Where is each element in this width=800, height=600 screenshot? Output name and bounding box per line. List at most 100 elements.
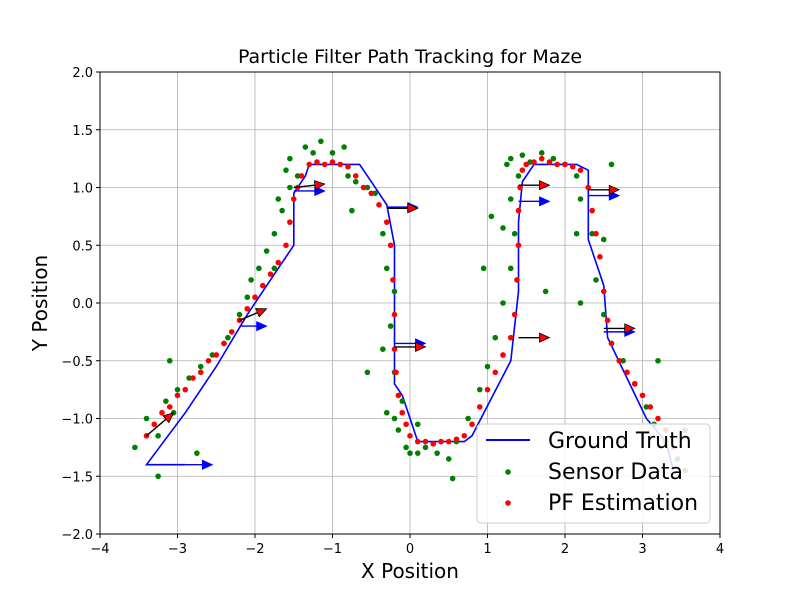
y-axis: −2.0 −1.5 −1.0 −0.5 0.0 0.5 1.0 1.5 2.0 xyxy=(61,66,100,543)
sensor-data-point xyxy=(434,450,440,456)
sensor-data-point xyxy=(476,386,483,393)
sensor-data-point xyxy=(550,155,557,162)
pf-estimation-point xyxy=(244,305,251,312)
chart-title: Particle Filter Path Tracking for Maze xyxy=(238,46,582,68)
pf-estimation-heading-arrow-head xyxy=(162,412,175,424)
pf-estimation-point xyxy=(484,386,491,393)
pf-estimation-point xyxy=(314,159,320,165)
pf-estimation-heading-arrow xyxy=(386,203,419,214)
sensor-data-point xyxy=(422,444,429,451)
pf-estimation-point xyxy=(604,317,611,324)
pf-estimation-point xyxy=(514,277,520,283)
pf-estimation-point xyxy=(360,184,367,191)
sensor-data-point xyxy=(655,357,661,364)
sensor-data-point xyxy=(294,173,301,179)
pf-estimation-point xyxy=(403,421,409,428)
pf-estimation-heading-arrow-head xyxy=(539,332,551,343)
pf-estimation-point xyxy=(593,230,599,237)
pf-estimation-point xyxy=(597,253,603,260)
sensor-data-point xyxy=(577,300,584,306)
pf-estimation-point xyxy=(569,163,576,170)
sensor-data-point xyxy=(395,427,402,433)
sensor-data-point xyxy=(573,230,580,237)
pf-estimation-heading-arrow-shaft xyxy=(293,184,315,189)
legend-box xyxy=(476,423,711,524)
pf-estimation-point xyxy=(352,173,359,179)
sensor-data-point xyxy=(507,196,514,202)
pf-estimation-heading-arrow xyxy=(239,308,268,321)
sensor-data-point xyxy=(391,288,398,295)
sensor-data-point xyxy=(275,196,282,202)
sensor-data-point xyxy=(352,178,359,185)
pf-estimation-point xyxy=(287,219,293,225)
sensor-data-point xyxy=(287,184,293,191)
sensor-data-point xyxy=(271,230,278,237)
pf-estimation-point xyxy=(461,433,468,439)
pf-estimation-point xyxy=(655,415,661,422)
sensor-data-point xyxy=(573,173,580,179)
pf-estimation-point xyxy=(213,352,220,358)
pf-estimation-point xyxy=(500,352,506,358)
sensor-data-point xyxy=(600,236,607,243)
sensor-data-point xyxy=(174,386,181,393)
sensor-data-point xyxy=(364,184,371,191)
sensor-data-point xyxy=(372,190,378,197)
sensor-data-point xyxy=(244,294,251,301)
sensor-data-point xyxy=(279,207,285,214)
sensor-data-point xyxy=(163,398,169,404)
x-axis-label: X Position xyxy=(361,559,459,583)
pf-estimation-point xyxy=(329,159,336,165)
sensor-data-point xyxy=(194,450,200,456)
sensor-data-point xyxy=(538,150,545,156)
pf-estimation-point xyxy=(399,409,406,416)
pf-estimation-point xyxy=(166,404,173,410)
sensor-data-point xyxy=(287,155,293,162)
y-tick-label: −0.5 xyxy=(61,355,93,370)
pf-estimation-heading-arrow xyxy=(603,323,636,334)
pf-estimation-point xyxy=(624,369,630,376)
pf-estimation-heading-arrow-head xyxy=(624,323,636,334)
pf-estimation-point xyxy=(531,159,537,165)
ground-truth-heading-arrow-head xyxy=(256,320,268,332)
pf-estimation-point xyxy=(554,161,561,168)
pf-estimation-heading-arrow-head xyxy=(539,180,551,191)
pf-estimation-heading-arrow-shaft xyxy=(239,312,258,321)
pf-estimation-point xyxy=(538,155,545,162)
sensor-data-point xyxy=(608,161,615,168)
legend: Ground Truth Sensor Data PF Estimation xyxy=(476,423,711,524)
pf-estimation-point xyxy=(639,392,646,399)
pf-estimation-point xyxy=(546,159,553,165)
pf-estimation-heading-arrow xyxy=(146,412,175,437)
pf-estimation-heading-arrow xyxy=(588,184,621,195)
ground-truth-heading-arrow-head xyxy=(201,459,214,470)
sensor-data-point xyxy=(480,265,487,272)
pf-estimation-heading-arrow-shaft xyxy=(146,418,167,437)
pf-estimation-point xyxy=(515,242,522,249)
pf-estimation-heading-arrow-head xyxy=(255,308,268,318)
sensor-data-point xyxy=(209,352,216,358)
pf-estimation-point xyxy=(511,311,518,318)
sensor-data-point xyxy=(197,363,204,370)
sensor-data-point xyxy=(225,334,231,341)
pf-estimation-point xyxy=(515,207,522,214)
pf-estimation-point xyxy=(290,196,297,202)
pf-estimation-point xyxy=(174,392,181,399)
pf-estimation-heading-arrow xyxy=(518,180,551,191)
sensor-data-point xyxy=(492,334,499,341)
pf-estimation-point xyxy=(562,161,568,168)
sensor-data-point xyxy=(488,213,495,220)
pf-estimation-point xyxy=(197,369,204,376)
pf-estimation-point xyxy=(476,404,483,410)
y-tick-label: −1.5 xyxy=(61,470,93,485)
y-tick-label: 1.5 xyxy=(72,124,93,139)
pf-estimation-point xyxy=(519,167,526,173)
pf-estimation-point xyxy=(368,190,375,197)
x-tick-label: 3 xyxy=(638,542,646,557)
pf-estimation-heading-arrow-head xyxy=(608,184,621,195)
sensor-data-point xyxy=(186,375,192,381)
pf-estimation-point xyxy=(275,259,282,266)
x-tick-label: −3 xyxy=(168,542,187,557)
sensor-data-point xyxy=(271,265,278,272)
y-tick-label: −1.0 xyxy=(61,413,93,428)
sensor-data-point xyxy=(329,150,336,156)
